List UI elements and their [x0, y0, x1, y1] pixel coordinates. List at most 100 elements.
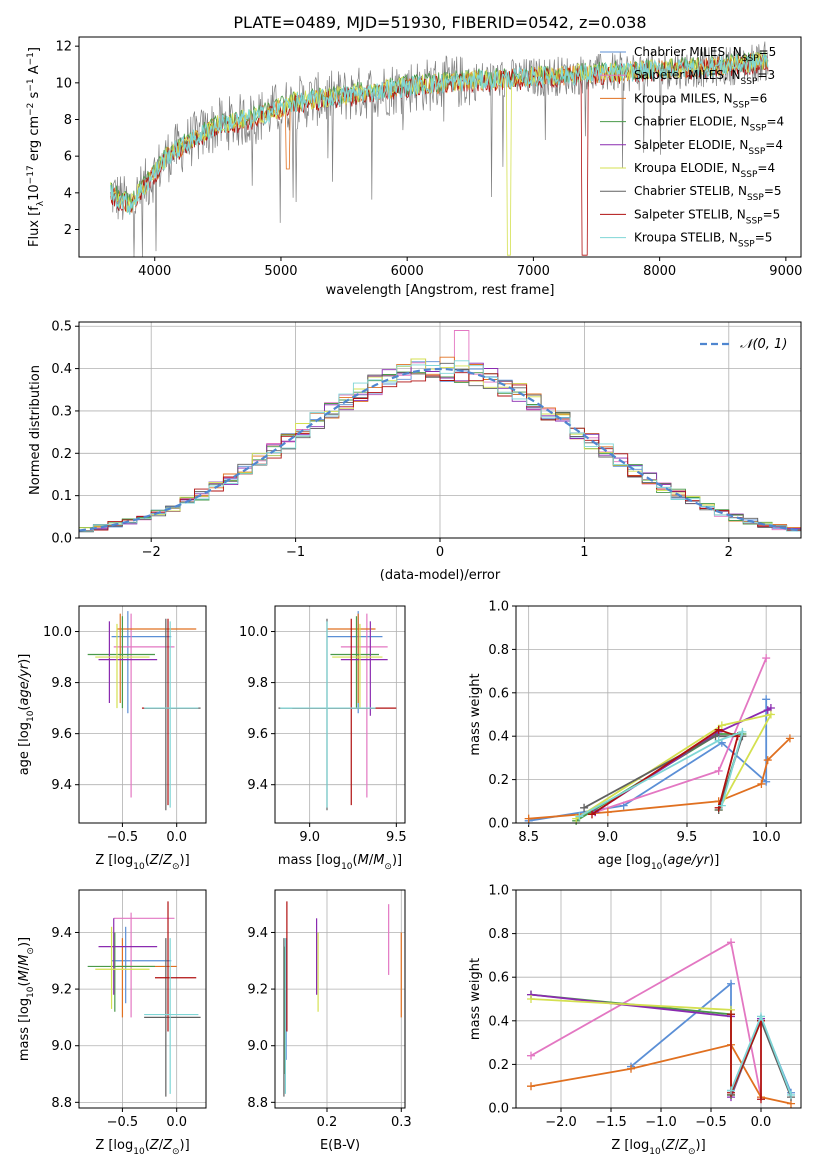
text-span: Salpeter STELIB, N [634, 207, 746, 221]
text-span: Kroupa STELIB, N [634, 231, 738, 245]
x-tick-label: −1.0 [645, 1115, 677, 1130]
line-salpeter_stelib [591, 728, 739, 816]
text-span: )] [17, 654, 32, 664]
subscript: 10 [133, 862, 145, 872]
y-tick-label: 9.6 [51, 727, 72, 742]
marker-kroupa_stelib [714, 736, 723, 745]
y-tick-label: 0.3 [51, 404, 72, 419]
text-span: 10 [27, 184, 42, 201]
y-tick-label: 0.6 [488, 686, 509, 701]
y-tick-label: 9.2 [247, 983, 268, 998]
y-tick-label: 9.8 [247, 676, 268, 691]
x-tick-label: 0.0 [751, 1115, 772, 1130]
histogram-salpeter_stelib [79, 372, 801, 532]
legend-entry: Chabrier STELIB, NSSP=5 [634, 184, 782, 203]
subscript: 10 [341, 862, 353, 872]
text-span: Z [162, 853, 173, 868]
x-axis-label: Z [log10(Z/Z⊙)] [95, 1138, 189, 1157]
panels: 4000 5000 6000 7000 8000 900024681012waveleng… [17, 36, 802, 1157]
subscript: ⊙ [688, 1147, 696, 1157]
text-span: / [369, 853, 374, 868]
line-salpeter_stelib [730, 1014, 762, 1100]
marker-salpeter_miles [527, 1051, 535, 1060]
text-span: )] [180, 853, 190, 868]
x-tick-label: −0.5 [695, 1115, 727, 1130]
panel-mw_vs_age: 8.5 9.0 9.5 10.0 0.0 0.2 0.4 0.6 0.8 1.0 age [log1… [468, 600, 802, 872]
marker-chabrier_stelib [711, 732, 720, 741]
x-tick-label: 4000 [138, 264, 171, 279]
subscript: SSP [748, 147, 765, 157]
y-tick-label: 9.4 [247, 926, 268, 941]
y-tick-label: 12 [55, 40, 72, 55]
text-span: A [27, 65, 42, 78]
text-span: =3 [757, 68, 775, 82]
text-span: )] [709, 853, 719, 868]
x-tick-label: 9.0 [597, 830, 618, 845]
axes-frame [515, 605, 802, 824]
subscript: ⊙ [172, 862, 180, 872]
text-span: / [675, 1138, 680, 1153]
text-span: mass [log [17, 998, 32, 1061]
marker-salpeter_stelib [727, 1010, 735, 1019]
text-span: s [27, 91, 42, 102]
axes-frame [78, 605, 207, 824]
panel-age_vs_Z: −0.5 0.09.49.69.810.0Z [log10(Z/Z⊙)]age [… [17, 605, 207, 872]
plot-area [527, 938, 795, 1108]
legend-entry: Chabrier ELODIE, NSSP=4 [634, 115, 784, 134]
subscript: λ [36, 200, 46, 206]
x-tick-label: 2 [725, 545, 733, 560]
subscript: SSP [738, 240, 755, 250]
text-span: mass [log [278, 853, 341, 868]
plot-area [283, 901, 402, 1097]
y-axis-label: mass [log10(M/M⊙)] [17, 937, 36, 1061]
panel-mass_vs_ebv: 0.2 0.3 8.8 9.0 9.2 9.4 E(B-V) [247, 889, 412, 1153]
plot-area [87, 611, 201, 811]
subscript: SSP [746, 216, 763, 226]
text-span: age [log [598, 853, 651, 868]
plot-area [78, 330, 802, 533]
text-span: Salpeter MILES, N [634, 68, 741, 82]
text-span: M [358, 853, 369, 868]
text-span: ( [17, 981, 32, 986]
y-tick-label: 0.8 [488, 643, 509, 658]
subscript: SSP [733, 100, 750, 110]
subscript: SSP [747, 193, 764, 203]
marker-kroupa_elodie [766, 710, 775, 719]
marker-kroupa_miles [524, 814, 533, 823]
legend-entry: 𝒩(0, 1) [740, 337, 787, 352]
subscript: ⊙ [384, 862, 392, 872]
y-tick-label: 0.5 [51, 320, 72, 335]
panel-mass_vs_Z: −0.5 0.08.89.09.29.4Z [log10(Z/Z⊙)]mass [… [17, 889, 207, 1157]
text-span: Z [149, 853, 160, 868]
x-tick-label: 9.5 [677, 830, 698, 845]
text-span: Z [665, 1138, 676, 1153]
text-span: Salpeter ELODIE, N [634, 138, 748, 152]
superscript: −1 [26, 78, 36, 91]
marker-kroupa_stelib [727, 1086, 735, 1095]
marker-salpeter_stelib [588, 810, 596, 819]
legend-entry: Kroupa STELIB, NSSP=5 [634, 231, 772, 250]
text-span: ( [353, 853, 358, 868]
y-tick-label: 10.0 [239, 625, 268, 640]
superscript: −1 [26, 52, 36, 65]
x-tick-label: 6000 [391, 264, 424, 279]
text-span: =4 [766, 115, 784, 129]
legend-entry: Salpeter STELIB, NSSP=5 [634, 207, 780, 226]
x-tick-label: −0.5 [107, 830, 139, 845]
axes-frame [78, 36, 802, 258]
text-span: Z [log [611, 1138, 649, 1153]
x-tick-label: 9.5 [386, 830, 407, 845]
superscript: −2 [26, 103, 36, 116]
text-span: Chabrier STELIB, N [634, 184, 747, 198]
text-span: Kroupa MILES, N [634, 91, 733, 105]
marker-salpeter_elodie [763, 706, 772, 715]
text-span: ( [662, 853, 667, 868]
marker-chabrier_stelib [580, 803, 589, 812]
plot-area [524, 654, 794, 825]
y-tick-label: 0.6 [488, 971, 509, 986]
marker-chabrier_miles [762, 777, 771, 786]
text-span: Chabrier ELODIE, N [634, 115, 750, 129]
text-span: =5 [759, 45, 777, 59]
x-tick-label: 0 [436, 545, 444, 560]
